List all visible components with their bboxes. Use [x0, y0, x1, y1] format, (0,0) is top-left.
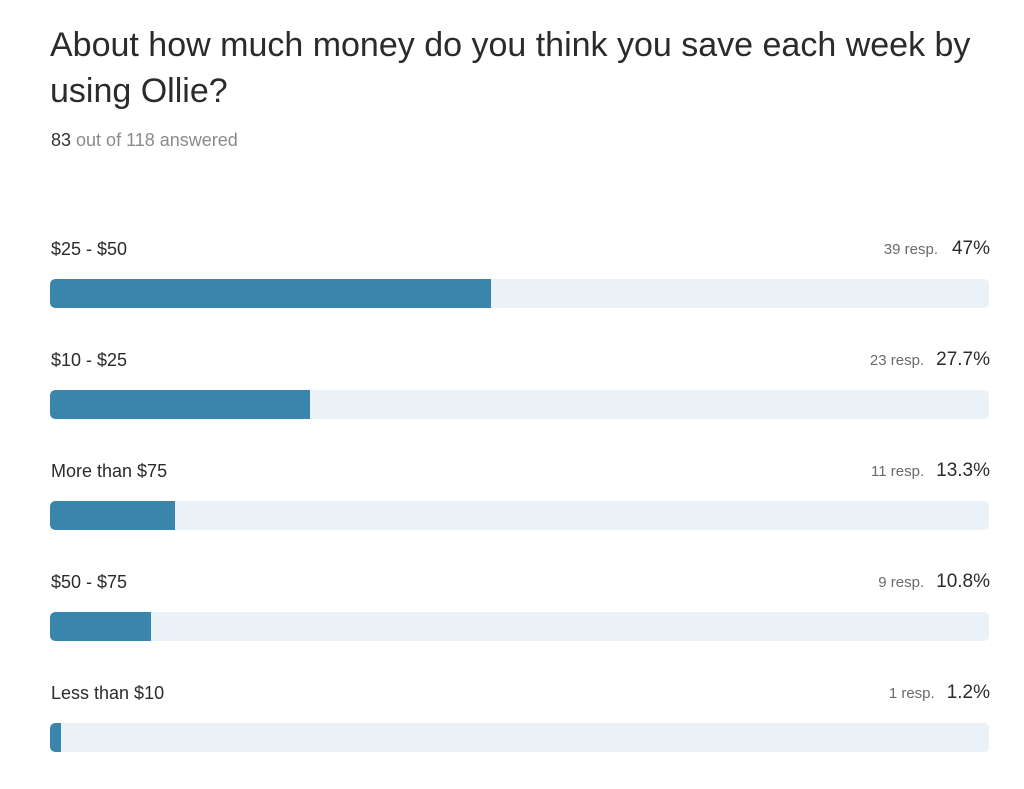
bar-fill — [50, 723, 62, 752]
option-percent: 27.7% — [936, 349, 990, 370]
bar-fill — [50, 390, 311, 419]
option-label: $10 - $25 — [51, 350, 128, 370]
bar-track — [50, 612, 989, 641]
option-label: Less than $10 — [51, 683, 165, 703]
option-row: Less than $10 1 resp. 1.2% — [50, 678, 990, 789]
option-percent: 1.2% — [946, 682, 990, 703]
option-responses: 11 resp. — [871, 463, 925, 480]
bar-fill — [50, 612, 152, 641]
answered-suffix: out of 118 answered — [71, 130, 238, 150]
bar-fill — [50, 501, 175, 530]
bar-track — [50, 501, 989, 530]
bar-track — [50, 279, 989, 308]
option-row: $50 - $75 9 resp. 10.8% — [50, 567, 990, 678]
option-responses: 1 resp. — [888, 685, 935, 702]
bar-track — [50, 723, 989, 752]
option-responses: 39 resp. — [883, 241, 938, 258]
bar-fill — [50, 279, 492, 308]
option-row: $10 - $25 23 resp. 27.7% — [50, 345, 990, 456]
option-responses: 9 resp. — [878, 574, 925, 591]
answered-count: 83 — [51, 130, 72, 150]
options-list: $25 - $50 39 resp. 47% $10 - $25 23 resp… — [50, 234, 990, 789]
question-title: About how much money do you think you sa… — [50, 26, 971, 110]
option-label: More than $75 — [51, 461, 168, 481]
option-row: $25 - $50 39 resp. 47% — [50, 234, 990, 345]
option-label: $25 - $50 — [51, 239, 128, 259]
option-label: $50 - $75 — [51, 572, 128, 592]
option-row: More than $75 11 resp. 13.3% — [50, 456, 990, 567]
option-percent: 10.8% — [936, 571, 990, 592]
answered-summary: 83 out of 118 answered — [51, 128, 238, 152]
option-percent: 13.3% — [936, 460, 990, 481]
option-percent: 47% — [951, 238, 990, 259]
bar-track — [50, 390, 989, 419]
option-responses: 23 resp. — [869, 352, 925, 369]
